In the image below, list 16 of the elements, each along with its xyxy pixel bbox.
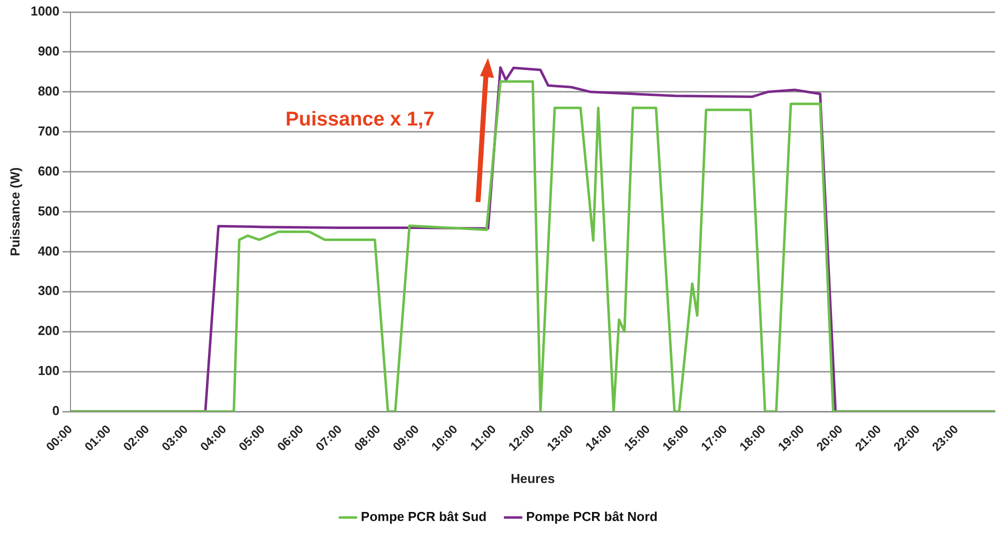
y-tick-label: 600 bbox=[38, 163, 60, 178]
y-tick-label: 0 bbox=[52, 403, 60, 418]
x-axis-title: Heures bbox=[510, 470, 555, 486]
y-tick-label: 800 bbox=[38, 83, 60, 98]
y-tick-label: 700 bbox=[38, 123, 60, 138]
y-tick-label: 300 bbox=[38, 283, 60, 298]
legend-label: Pompe PCR bât Sud bbox=[360, 509, 487, 524]
y-tick-label: 200 bbox=[38, 323, 60, 338]
legend-label: Pompe PCR bât Nord bbox=[526, 509, 658, 524]
y-tick-label: 100 bbox=[38, 363, 60, 378]
y-tick-label: 900 bbox=[38, 44, 60, 59]
y-tick-label: 400 bbox=[38, 243, 60, 258]
y-axis-title: Puissance (W) bbox=[7, 167, 22, 256]
y-tick-label: 500 bbox=[38, 203, 60, 218]
y-tick-label: 1000 bbox=[30, 4, 60, 19]
annotation: Puissance x 1,7 bbox=[286, 108, 435, 131]
